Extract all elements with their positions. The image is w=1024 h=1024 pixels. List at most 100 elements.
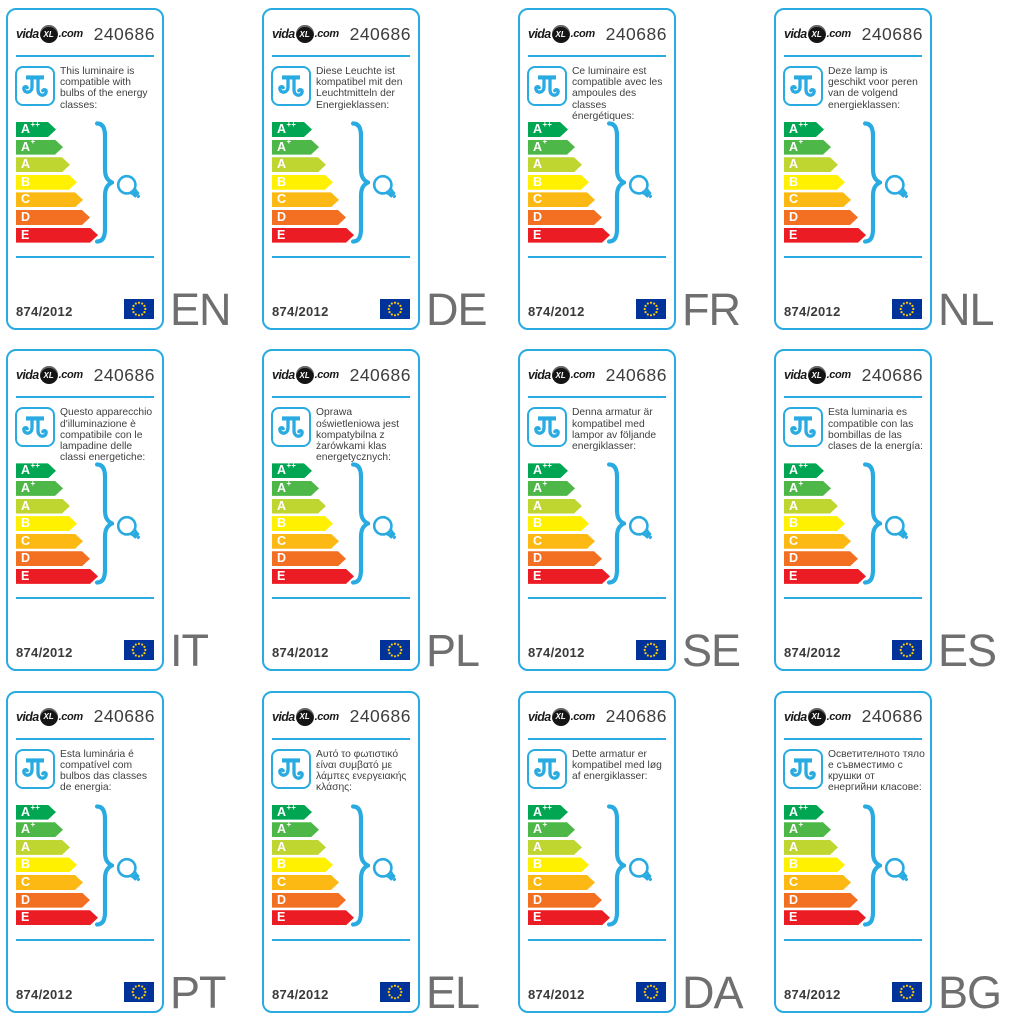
brace-icon bbox=[94, 804, 114, 927]
regulation-number: 874/2012 bbox=[272, 304, 329, 319]
bulb-icon bbox=[372, 174, 397, 199]
energy-class-arrow-B: B bbox=[272, 175, 333, 190]
label-cell: vida XL .com 240686 Questo apparecchio d… bbox=[0, 341, 256, 682]
energy-class-arrow-A+: A+ bbox=[784, 140, 831, 155]
regulation-number: 874/2012 bbox=[784, 986, 841, 1002]
compatibility-text: Αυτό το φωτιστικό είναι συμβατό με λάμπε… bbox=[316, 748, 407, 794]
language-code: BG bbox=[938, 966, 1002, 1018]
regulation-number: 874/2012 bbox=[528, 986, 585, 1002]
eu-flag-icon bbox=[124, 981, 154, 1002]
energy-class-arrow-A+: A+ bbox=[528, 140, 575, 155]
header-divider bbox=[272, 396, 410, 399]
footer-divider bbox=[16, 256, 154, 258]
bulb-icon bbox=[884, 174, 909, 199]
luminaire-icon bbox=[15, 748, 55, 789]
logo-text-com: .com bbox=[314, 28, 339, 40]
energy-class-arrow-D: D bbox=[528, 210, 602, 225]
product-number: 240686 bbox=[93, 23, 155, 44]
product-number: 240686 bbox=[349, 364, 411, 385]
logo-text-vida: vida bbox=[784, 368, 807, 383]
eu-flag-icon bbox=[636, 299, 666, 319]
eu-flag-icon bbox=[892, 981, 922, 1002]
label-header: vida XL .com 240686 bbox=[16, 23, 155, 45]
label-cell: vida XL .com 240686 Esta luminária é com… bbox=[0, 683, 256, 1024]
footer-divider bbox=[272, 256, 410, 258]
language-code: EN bbox=[170, 284, 232, 335]
energy-class-arrow-A: A bbox=[528, 840, 582, 855]
energy-class-arrow-A++: A++ bbox=[272, 463, 312, 478]
brace-icon bbox=[862, 804, 882, 927]
energy-class-arrow-B: B bbox=[528, 516, 589, 531]
label-header: vida XL .com 240686 bbox=[272, 23, 411, 45]
vidaxl-circle-icon: XL bbox=[551, 25, 570, 43]
bulb-icon bbox=[116, 174, 141, 199]
energy-class-arrow-C: C bbox=[784, 875, 851, 890]
vidaxl-circle-icon: XL bbox=[551, 366, 570, 385]
energy-class-arrow-B: B bbox=[528, 857, 589, 872]
product-number: 240686 bbox=[861, 23, 923, 44]
vidaxl-circle-icon: XL bbox=[295, 25, 314, 43]
product-number: 240686 bbox=[605, 706, 667, 727]
energy-class-arrow-B: B bbox=[528, 175, 589, 190]
header-divider bbox=[272, 55, 410, 57]
compatibility-text: Ce luminaire est compatible avec les amp… bbox=[572, 66, 663, 122]
energy-label-card: vida XL .com 240686 Αυτό το φωτιστικό εί… bbox=[262, 690, 420, 1013]
energy-label-card: vida XL .com 240686 Denna armatur är kom… bbox=[518, 349, 676, 672]
footer-divider bbox=[784, 256, 922, 258]
language-code: DA bbox=[682, 966, 744, 1018]
energy-label-card: vida XL .com 240686 Осветителното тяло е… bbox=[774, 690, 932, 1013]
language-code: EL bbox=[426, 966, 480, 1018]
energy-class-arrow-C: C bbox=[528, 534, 595, 549]
energy-class-arrow-A+: A+ bbox=[528, 822, 575, 837]
language-code: SE bbox=[682, 625, 741, 677]
logo-text-com: .com bbox=[314, 710, 339, 723]
energy-class-arrow-A++: A++ bbox=[784, 122, 824, 137]
language-code: IT bbox=[170, 625, 209, 677]
energy-class-arrow-C: C bbox=[16, 534, 83, 549]
label-cell: vida XL .com 240686 Dette armatur er kom… bbox=[512, 683, 768, 1024]
eu-flag-icon bbox=[380, 299, 410, 319]
energy-class-arrow-A: A bbox=[16, 840, 70, 855]
energy-class-arrow-E: E bbox=[528, 569, 610, 584]
eu-flag-icon bbox=[636, 981, 666, 1002]
luminaire-icon bbox=[527, 407, 567, 448]
compatibility-text: Осветителното тяло е съвместимо с крушки… bbox=[828, 748, 925, 794]
compatibility-text: Deze lamp is geschikt voor peren van de … bbox=[828, 66, 918, 111]
energy-class-arrow-D: D bbox=[16, 210, 90, 225]
label-header: vida XL .com 240686 bbox=[16, 706, 155, 728]
energy-class-arrow-D: D bbox=[528, 893, 602, 908]
regulation-number: 874/2012 bbox=[528, 645, 585, 661]
energy-class-arrow-A: A bbox=[272, 840, 326, 855]
vidaxl-circle-icon: XL bbox=[295, 707, 314, 726]
energy-class-arrow-A: A bbox=[528, 499, 582, 514]
product-number: 240686 bbox=[861, 706, 923, 727]
luminaire-icon bbox=[271, 407, 311, 448]
product-number: 240686 bbox=[349, 23, 411, 44]
energy-class-arrow-A: A bbox=[16, 157, 70, 172]
luminaire-icon bbox=[271, 66, 311, 106]
energy-class-arrow-D: D bbox=[272, 551, 346, 566]
bulb-icon bbox=[884, 516, 909, 540]
label-header: vida XL .com 240686 bbox=[272, 364, 411, 386]
logo-text-vida: vida bbox=[784, 709, 807, 724]
energy-class-arrows: A++ A+ A B C D E bbox=[784, 805, 866, 928]
label-cell: vida XL .com 240686 Осветителното тяло е… bbox=[768, 683, 1024, 1024]
logo-text-com: .com bbox=[58, 28, 83, 40]
footer-divider bbox=[528, 597, 666, 600]
energy-class-arrow-A++: A++ bbox=[272, 805, 312, 820]
energy-class-arrow-E: E bbox=[272, 569, 354, 584]
energy-class-arrow-C: C bbox=[784, 534, 851, 549]
energy-class-arrow-E: E bbox=[528, 910, 610, 925]
language-code: PL bbox=[426, 625, 480, 677]
energy-class-arrow-C: C bbox=[272, 534, 339, 549]
brace-icon bbox=[350, 804, 370, 927]
language-code: DE bbox=[426, 284, 488, 335]
label-cell: vida XL .com 240686 Denna armatur är kom… bbox=[512, 341, 768, 682]
brace-icon bbox=[862, 462, 882, 585]
bulb-icon bbox=[372, 516, 397, 540]
vidaxl-circle-icon: XL bbox=[295, 366, 314, 385]
regulation-number: 874/2012 bbox=[272, 986, 329, 1002]
logo-text-vida: vida bbox=[272, 27, 295, 41]
energy-class-arrow-B: B bbox=[784, 175, 845, 190]
